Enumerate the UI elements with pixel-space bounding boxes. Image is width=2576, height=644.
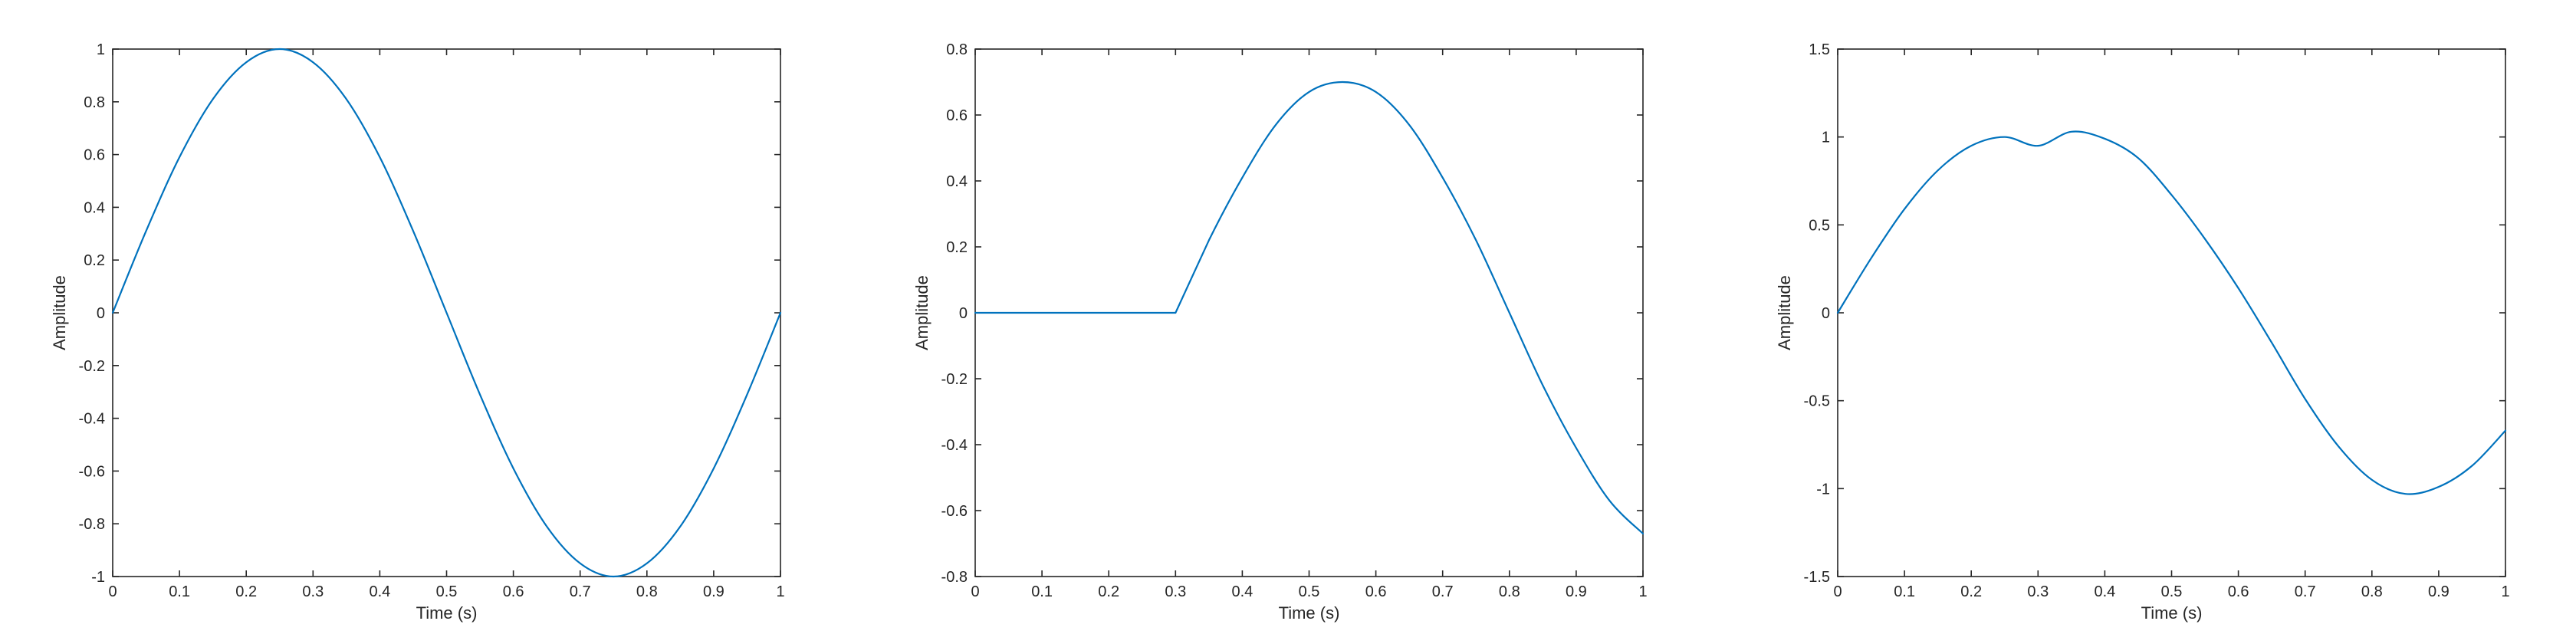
y-tick-label: -0.4 (941, 437, 968, 454)
y-axis-label: Amplitude (1775, 275, 1794, 350)
y-tick-label: 0.6 (946, 107, 968, 124)
x-tick-label: 0.1 (169, 583, 190, 600)
x-tick-label: 0.3 (2027, 583, 2049, 600)
x-tick-label: 0 (971, 583, 979, 600)
x-tick-label: 0.1 (1031, 583, 1053, 600)
x-tick-label: 0.6 (1365, 583, 1387, 600)
y-tick-label: -0.5 (1804, 393, 1830, 410)
x-tick-label: 0.8 (636, 583, 658, 600)
x-tick-label: 0.7 (570, 583, 591, 600)
x-tick-label: 0 (108, 583, 117, 600)
x-tick-label: 0.5 (436, 583, 458, 600)
y-tick-label: -1 (91, 569, 105, 586)
y-tick-label: 1.5 (1809, 41, 1830, 58)
x-tick-label: 0.8 (2361, 583, 2383, 600)
y-tick-label: 0.5 (1809, 217, 1830, 234)
y-tick-label: -0.8 (941, 569, 968, 586)
y-tick-label: 0.8 (946, 41, 968, 58)
x-tick-label: 0.6 (503, 583, 524, 600)
x-tick-label: 0.5 (2161, 583, 2183, 600)
x-tick-label: 1 (1638, 583, 1647, 600)
x-tick-label: 0 (1833, 583, 1842, 600)
x-tick-label: 0.9 (2428, 583, 2450, 600)
plot-panel-2: 0 0.1 0.2 0.3 0.4 0.5 0.6 0.7 0.8 0.9 1 -0.8 -0.6 -0.… (912, 41, 1648, 623)
x-tick-label: 0.4 (1231, 583, 1253, 600)
x-tick-label: 0.3 (302, 583, 324, 600)
y-tick-label: -0.6 (941, 503, 968, 520)
y-tick-label: -0.2 (941, 371, 968, 388)
y-tick-label: 0.6 (84, 147, 105, 164)
plot-panel-3: 0 0.1 0.2 0.3 0.4 0.5 0.6 0.7 0.8 0.9 1 -1.5 -1 -0.5 0… (1775, 41, 2510, 623)
y-tick-label: -0.6 (79, 463, 105, 480)
y-axis-label: Amplitude (912, 275, 932, 350)
axes-box (1837, 48, 2506, 577)
y-tick-label: -1.5 (1804, 569, 1830, 586)
y-tick-label: -0.4 (79, 411, 105, 428)
x-tick-label: 0.2 (235, 583, 257, 600)
y-tick-label: 0 (959, 305, 968, 322)
y-tick-label: -1 (1816, 481, 1830, 498)
x-axis-label: Time (s) (1279, 603, 1340, 623)
x-tick-label: 1 (2501, 583, 2509, 600)
y-tick-label: 0 (97, 305, 105, 322)
series-line (1836, 130, 2507, 495)
x-tick-label: 0.1 (1894, 583, 1915, 600)
x-tick-label: 0.6 (2228, 583, 2249, 600)
x-axis-label: Time (s) (416, 603, 478, 623)
series-line (974, 80, 1644, 535)
x-tick-label: 0.7 (1432, 583, 1454, 600)
y-tick-label: 0.4 (946, 173, 968, 190)
x-tick-label: 0.3 (1165, 583, 1186, 600)
plot-panel-1: 0 0.1 0.2 0.3 0.4 0.5 0.6 0.7 0.8 0.9 1 -1 -0.8 -0.6 -… (50, 41, 785, 623)
x-tick-label: 0.4 (369, 583, 390, 600)
x-tick-label: 0.4 (2094, 583, 2115, 600)
y-tick-label: 0.2 (946, 239, 968, 256)
x-tick-label: 0.2 (1098, 583, 1119, 600)
y-tick-label: 1 (1822, 130, 1830, 146)
series-line (111, 48, 782, 578)
y-tick-label: 0.4 (84, 199, 105, 216)
y-tick-label: -0.8 (79, 516, 105, 533)
x-tick-label: 0.8 (1499, 583, 1520, 600)
y-tick-label: 1 (97, 41, 105, 58)
x-tick-label: 1 (776, 583, 784, 600)
y-tick-label: -0.2 (79, 358, 105, 375)
y-axis-label: Amplitude (50, 275, 69, 350)
x-tick-label: 0.2 (1960, 583, 1982, 600)
x-tick-label: 0.5 (1299, 583, 1320, 600)
x-tick-label: 0.7 (2295, 583, 2316, 600)
y-tick-label: 0.2 (84, 252, 105, 269)
x-tick-label: 0.9 (703, 583, 724, 600)
x-axis-label: Time (s) (2141, 603, 2203, 623)
x-tick-label: 0.9 (1566, 583, 1587, 600)
y-tick-label: 0 (1822, 305, 1830, 322)
y-tick-label: 0.8 (84, 94, 105, 111)
